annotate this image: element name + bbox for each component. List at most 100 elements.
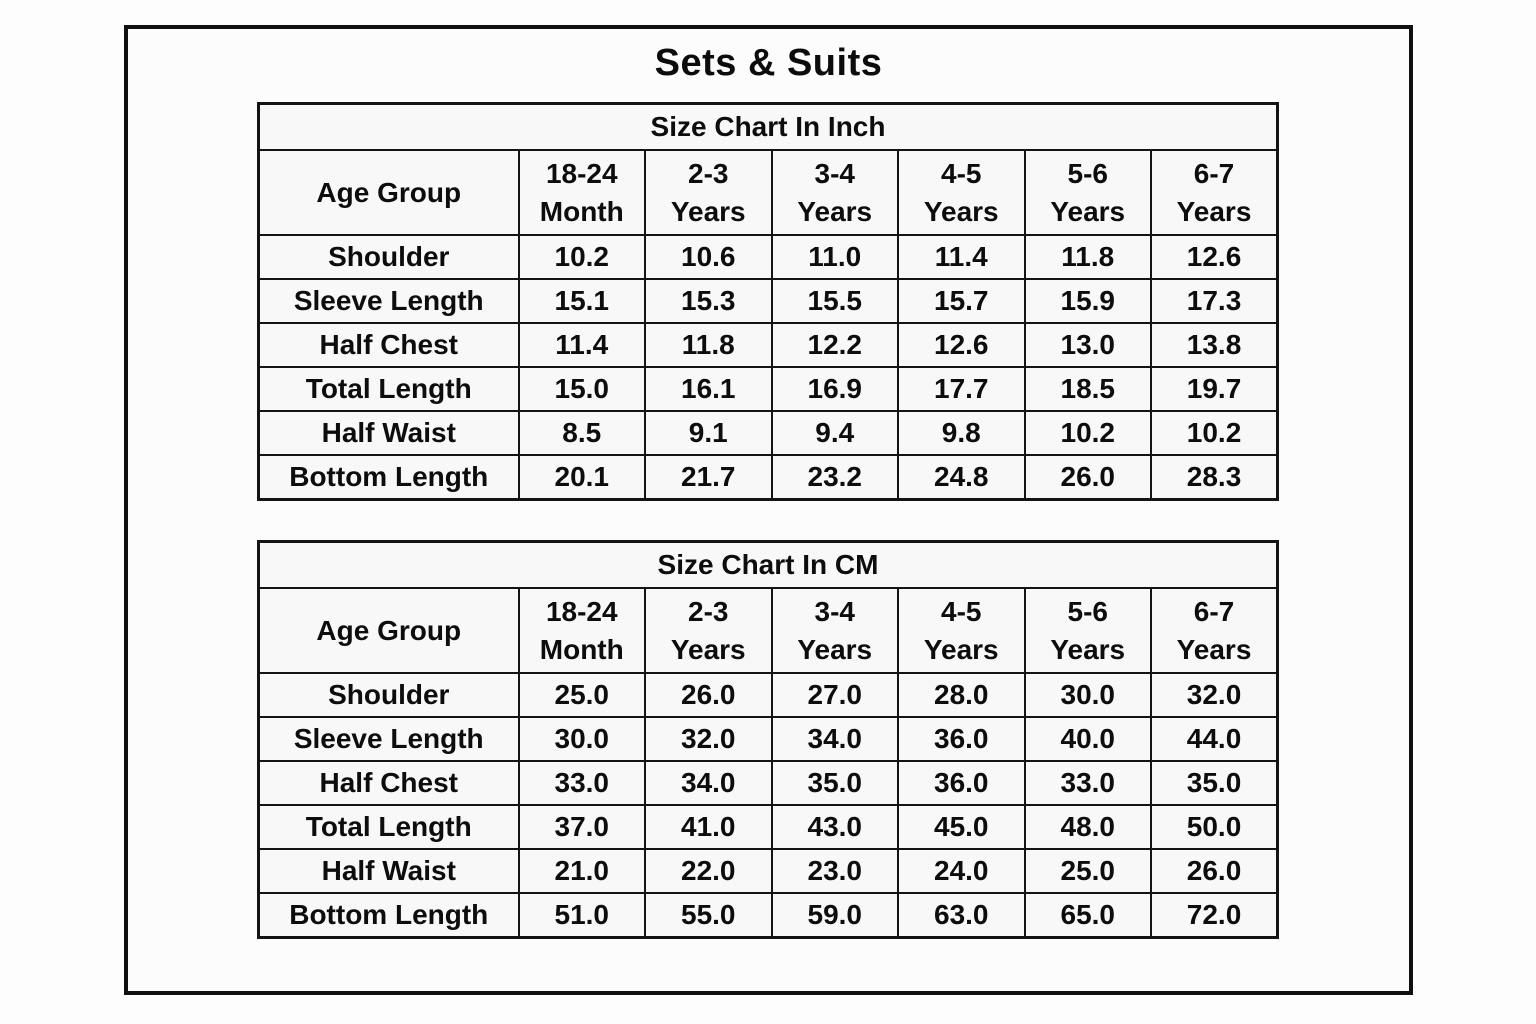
row-label: Bottom Length [257, 892, 520, 939]
age-group-header: Age Group [257, 149, 520, 236]
age-unit: Years [923, 633, 999, 665]
measure-cell: 50.0 [1150, 804, 1279, 850]
measure-cell: 12.6 [1150, 234, 1279, 280]
table-row: Half Chest 33.0 34.0 35.0 36.0 33.0 35.0 [257, 760, 1279, 806]
measure-cell: 30.0 [1023, 672, 1152, 718]
measure-cell: 37.0 [517, 804, 646, 850]
outer-frame: Sets & Suits Size Chart In Inch Age Grou… [124, 25, 1413, 995]
measure-cell: 43.0 [770, 804, 899, 850]
table-row: Shoulder 10.2 10.6 11.0 11.4 11.8 12.6 [257, 234, 1279, 280]
measure-cell: 11.8 [644, 322, 773, 368]
measure-cell: 72.0 [1150, 892, 1279, 939]
measure-cell: 10.2 [1023, 410, 1152, 456]
measure-cell: 32.0 [644, 716, 773, 762]
age-unit: Years [797, 195, 873, 227]
measure-cell: 63.0 [897, 892, 1026, 939]
age-range: 4-5 [941, 595, 982, 627]
column-header: 2-3 Years [644, 587, 773, 674]
table-row: Sleeve Length 15.1 15.3 15.5 15.7 15.9 1… [257, 278, 1279, 324]
measure-cell: 25.0 [1023, 848, 1152, 894]
measure-cell: 16.9 [770, 366, 899, 412]
table-row: Total Length 15.0 16.1 16.9 17.7 18.5 19… [257, 366, 1279, 412]
measure-cell: 41.0 [644, 804, 773, 850]
age-range: 4-5 [941, 157, 982, 189]
measure-cell: 22.0 [644, 848, 773, 894]
table-title-row: Size Chart In Inch [257, 102, 1279, 151]
measure-cell: 55.0 [644, 892, 773, 939]
age-range: 6-7 [1193, 595, 1235, 627]
measure-cell: 48.0 [1023, 804, 1152, 850]
row-label: Bottom Length [257, 454, 520, 501]
row-label: Half Chest [257, 760, 520, 806]
measure-cell: 33.0 [1023, 760, 1152, 806]
age-range: 2-3 [688, 595, 729, 627]
measure-cell: 15.9 [1023, 278, 1152, 324]
measure-cell: 8.5 [517, 410, 646, 456]
measure-cell: 15.5 [770, 278, 899, 324]
age-unit: Years [1050, 633, 1126, 665]
measure-cell: 34.0 [644, 760, 773, 806]
column-header: 6-7 Years [1150, 149, 1279, 236]
measure-cell: 20.1 [517, 454, 646, 501]
measure-cell: 44.0 [1150, 716, 1279, 762]
measure-cell: 45.0 [897, 804, 1026, 850]
measure-cell: 11.4 [517, 322, 646, 368]
measure-cell: 15.3 [644, 278, 773, 324]
column-header: 4-5 Years [897, 149, 1026, 236]
measure-cell: 28.0 [897, 672, 1026, 718]
table-row: Half Waist 21.0 22.0 23.0 24.0 25.0 26.0 [257, 848, 1279, 894]
page-title: Sets & Suits [654, 42, 883, 84]
measure-cell: 19.7 [1150, 366, 1279, 412]
measure-cell: 10.2 [1150, 410, 1279, 456]
measure-cell: 17.3 [1150, 278, 1279, 324]
measure-cell: 23.2 [770, 454, 899, 501]
age-range: 5-6 [1067, 595, 1108, 627]
measure-cell: 26.0 [1150, 848, 1279, 894]
row-label: Half Waist [257, 410, 520, 456]
measure-cell: 23.0 [770, 848, 899, 894]
column-header: 4-5 Years [897, 587, 1026, 674]
table-title: Size Chart In CM [257, 540, 1279, 589]
table-header-row: Age Group 18-24 Month 2-3 Years 3-4 Year… [257, 149, 1279, 236]
measure-cell: 33.0 [517, 760, 646, 806]
age-unit: Years [923, 195, 999, 227]
column-header: 2-3 Years [644, 149, 773, 236]
column-header: 18-24 Month [517, 149, 646, 236]
age-group-header: Age Group [257, 587, 520, 674]
measure-cell: 26.0 [1023, 454, 1152, 501]
table-row: Bottom Length 20.1 21.7 23.2 24.8 26.0 2… [257, 454, 1279, 501]
column-header: 18-24 Month [517, 587, 646, 674]
measure-cell: 35.0 [770, 760, 899, 806]
age-range: 3-4 [814, 595, 855, 627]
measure-cell: 28.3 [1150, 454, 1279, 501]
age-unit: Month [539, 633, 624, 665]
column-header: 5-6 Years [1023, 587, 1152, 674]
measure-cell: 13.8 [1150, 322, 1279, 368]
size-chart-inch-table: Size Chart In Inch Age Group 18-24 Month… [257, 102, 1280, 501]
measure-cell: 17.7 [897, 366, 1026, 412]
table-row: Half Chest 11.4 11.8 12.2 12.6 13.0 13.8 [257, 322, 1279, 368]
age-unit: Month [539, 195, 624, 227]
age-unit: Years [670, 633, 746, 665]
measure-cell: 36.0 [897, 760, 1026, 806]
measure-cell: 21.7 [644, 454, 773, 501]
age-range: 18-24 [545, 157, 618, 189]
table-row: Sleeve Length 30.0 32.0 34.0 36.0 40.0 4… [257, 716, 1279, 762]
measure-cell: 9.1 [644, 410, 773, 456]
size-chart-cm-table: Size Chart In CM Age Group 18-24 Month 2… [257, 540, 1280, 939]
age-range: 2-3 [688, 157, 729, 189]
measure-cell: 15.1 [517, 278, 646, 324]
row-label: Half Waist [257, 848, 520, 894]
measure-cell: 16.1 [644, 366, 773, 412]
measure-cell: 10.6 [644, 234, 773, 280]
row-label: Total Length [257, 366, 520, 412]
measure-cell: 65.0 [1023, 892, 1152, 939]
measure-cell: 9.8 [897, 410, 1026, 456]
column-header: 6-7 Years [1150, 587, 1279, 674]
column-header: 3-4 Years [770, 587, 899, 674]
column-header: 3-4 Years [770, 149, 899, 236]
measure-cell: 9.4 [770, 410, 899, 456]
measure-cell: 24.8 [897, 454, 1026, 501]
age-range: 5-6 [1067, 157, 1108, 189]
